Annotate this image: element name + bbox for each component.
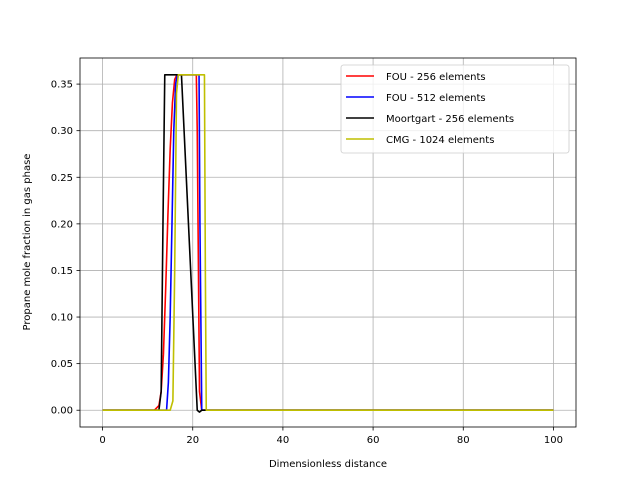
y-axis-ticks: 0.00 0.05 0.10 0.15 0.20 0.25 0.30 0.35 <box>51 80 80 417</box>
x-tick-label: 80 <box>457 435 470 446</box>
y-tick-label: 0.20 <box>51 219 73 230</box>
y-tick-label: 0.35 <box>51 80 73 91</box>
x-axis-ticks: 0 20 40 60 80 100 <box>99 427 563 446</box>
y-tick-label: 0.00 <box>51 406 73 417</box>
plot-frame <box>79 57 577 428</box>
x-tick-label: 0 <box>99 435 105 446</box>
y-tick-label: 0.05 <box>51 359 73 370</box>
legend-label: Moortgart - 256 elements <box>386 114 514 125</box>
x-axis-label: Dimensionless distance <box>269 459 387 470</box>
x-tick-label: 100 <box>544 435 563 446</box>
legend-label: FOU - 512 elements <box>386 93 486 104</box>
y-tick-label: 0.15 <box>51 266 73 277</box>
series-lines <box>102 73 554 413</box>
series-line <box>102 73 554 412</box>
y-axis-label: Propane mole fraction in gas phase <box>22 154 33 331</box>
y-tick-label: 0.10 <box>51 313 73 324</box>
x-tick-label: 60 <box>367 435 380 446</box>
x-tick-label: 40 <box>277 435 290 446</box>
y-tick-label: 0.30 <box>51 126 73 137</box>
legend: FOU - 256 elements FOU - 512 elements Moor… <box>340 64 570 154</box>
legend-label: FOU - 256 elements <box>386 72 486 83</box>
x-tick-label: 20 <box>186 435 199 446</box>
legend-box <box>340 64 570 154</box>
series-line <box>102 73 554 412</box>
series-line <box>102 73 554 413</box>
legend-label: CMG - 1024 elements <box>386 135 494 146</box>
y-tick-label: 0.25 <box>51 173 73 184</box>
